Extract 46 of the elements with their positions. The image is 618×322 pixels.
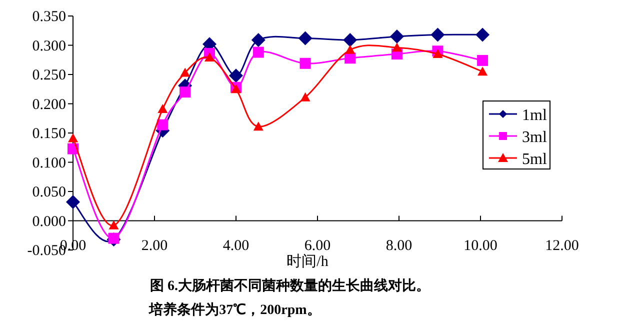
x-tick-label: 8.00 bbox=[386, 238, 412, 254]
x-tick-label: 12.00 bbox=[545, 238, 579, 254]
point bbox=[343, 32, 358, 47]
x-axis-title: 时间/h bbox=[286, 253, 329, 270]
point bbox=[231, 84, 241, 94]
point bbox=[300, 58, 311, 69]
point bbox=[298, 31, 312, 46]
x-tick-label: 2.00 bbox=[141, 238, 168, 254]
y-tick-label: 0.250 bbox=[32, 68, 66, 84]
y-tick-label: 0.050 bbox=[32, 184, 66, 200]
point bbox=[157, 119, 168, 130]
point bbox=[66, 195, 80, 210]
point bbox=[345, 44, 356, 54]
x-tick-label: 10.00 bbox=[464, 238, 498, 254]
point bbox=[432, 49, 443, 58]
point bbox=[476, 28, 490, 42]
y-tick-label: 0.200 bbox=[32, 96, 66, 113]
point bbox=[392, 42, 402, 52]
point bbox=[477, 54, 488, 66]
text: 培养条件为37℃，200rpm。 bbox=[148, 301, 321, 318]
point bbox=[251, 32, 266, 47]
point bbox=[204, 52, 215, 62]
point bbox=[180, 86, 191, 98]
point bbox=[108, 232, 120, 244]
point bbox=[252, 46, 264, 58]
point bbox=[180, 68, 190, 77]
y-tick-label: 0.300 bbox=[32, 38, 66, 54]
x-tick-label: 6.00 bbox=[304, 238, 331, 254]
point bbox=[300, 92, 310, 102]
legend-label: 5ml bbox=[522, 151, 548, 168]
point bbox=[108, 220, 119, 230]
legend-label: 3ml bbox=[522, 129, 548, 146]
point bbox=[158, 104, 168, 114]
y-tick-label: 0.350 bbox=[32, 9, 66, 25]
point bbox=[478, 66, 488, 76]
y-tick-label: 0.000 bbox=[32, 214, 66, 230]
point bbox=[229, 68, 243, 83]
point bbox=[390, 29, 404, 44]
y-tick-label: 0.150 bbox=[32, 126, 66, 142]
x-tick-label: 4.00 bbox=[222, 238, 250, 254]
text: 图 6.大肠杆菌不同菌种数量的生长曲线对比。 bbox=[150, 278, 430, 294]
point bbox=[253, 122, 264, 131]
y-tick-label: 0.100 bbox=[32, 155, 66, 172]
point bbox=[430, 28, 445, 42]
legend-label: 1ml bbox=[522, 107, 548, 124]
point bbox=[68, 133, 78, 142]
